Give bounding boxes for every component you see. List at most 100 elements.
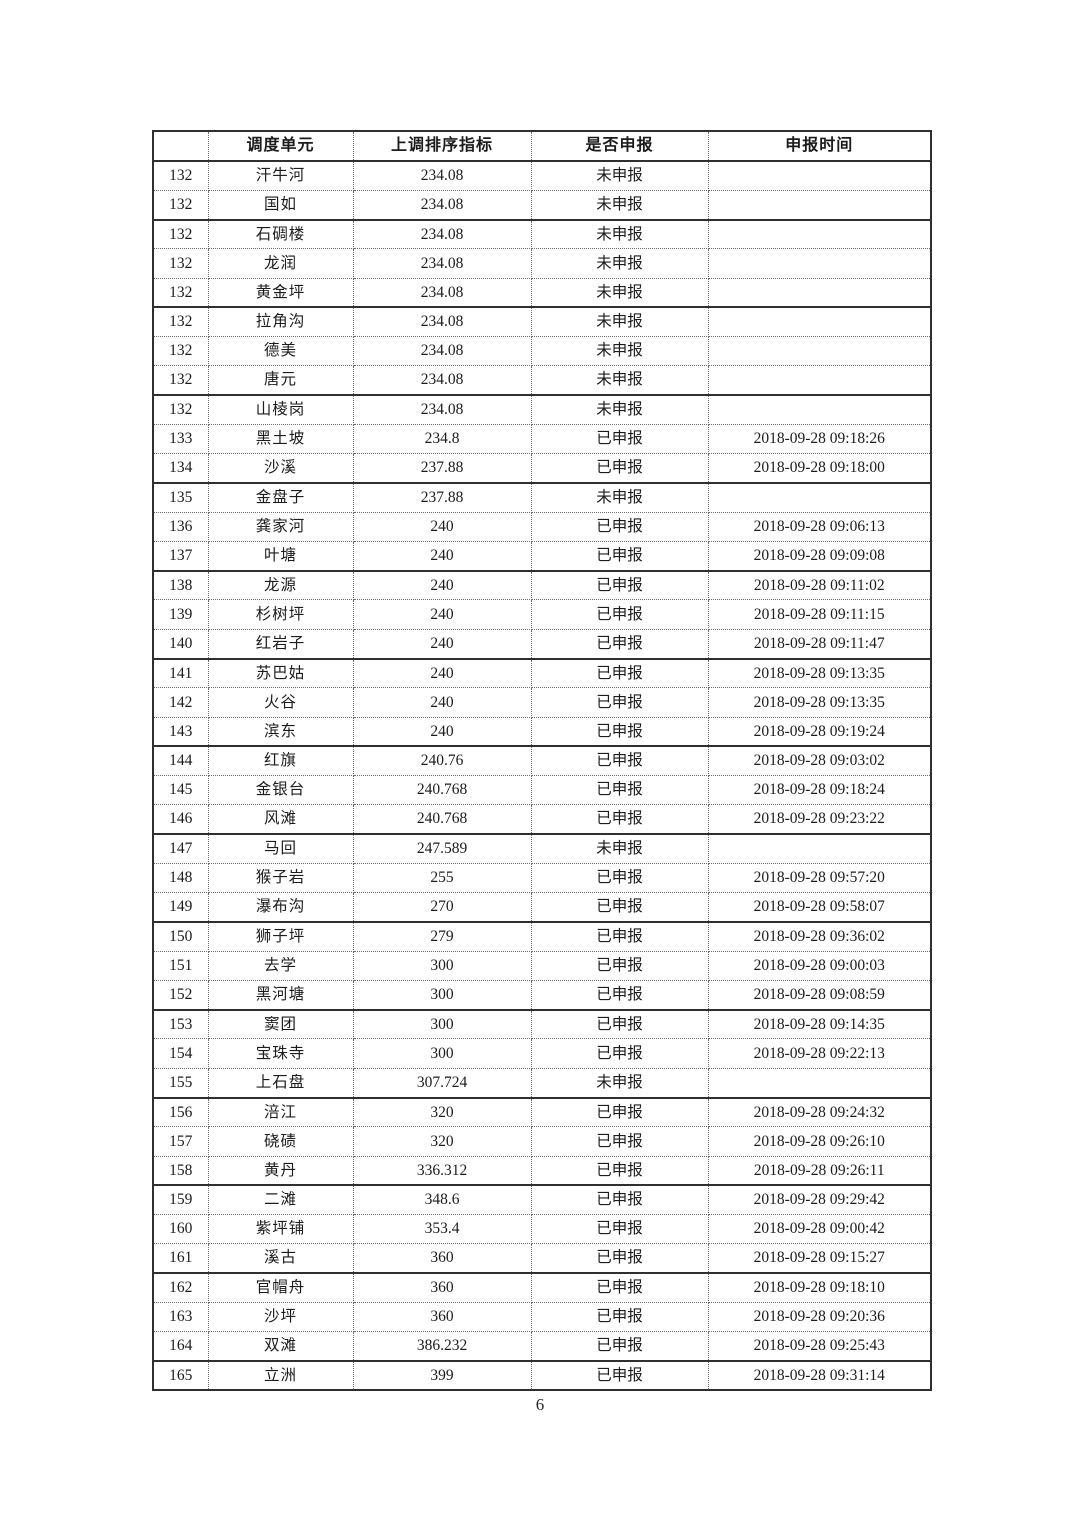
cell-indicator: 360 [352, 1301, 532, 1333]
cell-rank: 144 [152, 745, 209, 777]
cell-indicator: 240 [352, 511, 532, 542]
cell-time: 2018-09-28 09:26:11 [707, 1155, 932, 1186]
cell-rank: 142 [152, 687, 209, 718]
cell-time [707, 394, 932, 425]
cell-time: 2018-09-28 09:15:27 [707, 1243, 932, 1274]
cell-unit: 汗牛河 [207, 160, 354, 191]
cell-indicator: 240 [352, 569, 532, 601]
cell-rank: 140 [152, 628, 209, 660]
cell-time: 2018-09-28 09:25:43 [707, 1331, 932, 1362]
table-row: 153 窦团 300 已申报 2018-09-28 09:14:35 [152, 1008, 932, 1040]
cell-time: 2018-09-28 09:20:36 [707, 1301, 932, 1333]
table-row: 139 杉树坪 240 已申报 2018-09-28 09:11:15 [152, 599, 932, 630]
cell-time: 2018-09-28 09:03:02 [707, 745, 932, 777]
cell-indicator: 240 [352, 599, 532, 630]
cell-declared: 已申报 [530, 599, 709, 630]
cell-declared: 已申报 [530, 511, 709, 542]
cell-rank: 132 [152, 189, 209, 221]
cell-unit: 立洲 [207, 1359, 354, 1391]
table-body: 132 汗牛河 234.08 未申报 132 国如 234.08 未申报 132 石碉楼 234.0… [152, 160, 932, 1391]
column-header-declared: 是否申报 [530, 130, 709, 162]
cell-time [707, 365, 932, 396]
table-row: 140 红岩子 240 已申报 2018-09-28 09:11:47 [152, 628, 932, 660]
cell-time: 2018-09-28 09:29:42 [707, 1184, 932, 1216]
cell-indicator: 237.88 [352, 453, 532, 484]
table-row: 133 黑土坡 234.8 已申报 2018-09-28 09:18:26 [152, 423, 932, 455]
cell-declared: 未申报 [530, 481, 709, 513]
cell-declared: 已申报 [530, 1272, 709, 1303]
cell-declared: 已申报 [530, 950, 709, 981]
cell-rank: 165 [152, 1359, 209, 1391]
cell-unit: 宝珠寺 [207, 1038, 354, 1069]
cell-time: 2018-09-28 09:11:47 [707, 628, 932, 660]
cell-declared: 已申报 [530, 423, 709, 455]
cell-rank: 132 [152, 365, 209, 396]
cell-indicator: 399 [352, 1359, 532, 1391]
table-row: 132 黄金坪 234.08 未申报 [152, 277, 932, 308]
page-number: 6 [535, 1395, 545, 1414]
cell-unit: 溪古 [207, 1243, 354, 1274]
cell-unit: 马回 [207, 833, 354, 864]
table-row: 134 沙溪 237.88 已申报 2018-09-28 09:18:00 [152, 453, 932, 484]
cell-unit: 沙坪 [207, 1301, 354, 1333]
cell-indicator: 240 [352, 628, 532, 660]
cell-indicator: 353.4 [352, 1214, 532, 1245]
table-header-row: 调度单元 上调排序指标 是否申报 申报时间 [152, 130, 932, 162]
cell-indicator: 240.768 [352, 804, 532, 835]
cell-time: 2018-09-28 09:11:15 [707, 599, 932, 630]
cell-unit: 杉树坪 [207, 599, 354, 630]
dispatch-units-table: 调度单元 上调排序指标 是否申报 申报时间 132 汗牛河 234.08 未申报 132 国如 2… [152, 130, 932, 1392]
cell-time: 2018-09-28 09:31:14 [707, 1359, 932, 1391]
cell-unit: 叶塘 [207, 540, 354, 572]
table-row: 132 汗牛河 234.08 未申报 [152, 160, 932, 191]
cell-declared: 未申报 [530, 394, 709, 425]
table-row: 162 官帽舟 360 已申报 2018-09-28 09:18:10 [152, 1272, 932, 1303]
cell-indicator: 240.768 [352, 775, 532, 806]
cell-unit: 黄丹 [207, 1155, 354, 1186]
cell-indicator: 234.08 [352, 218, 532, 250]
table-row: 158 黄丹 336.312 已申报 2018-09-28 09:26:11 [152, 1155, 932, 1186]
cell-rank: 133 [152, 423, 209, 455]
cell-time [707, 481, 932, 513]
cell-time [707, 160, 932, 191]
cell-declared: 已申报 [530, 569, 709, 601]
cell-indicator: 307.724 [352, 1067, 532, 1099]
cell-indicator: 348.6 [352, 1184, 532, 1216]
cell-indicator: 234.08 [352, 306, 532, 338]
cell-rank: 141 [152, 657, 209, 689]
cell-declared: 已申报 [530, 775, 709, 806]
cell-declared: 未申报 [530, 189, 709, 221]
cell-declared: 未申报 [530, 336, 709, 367]
table-row: 152 黑河塘 300 已申报 2018-09-28 09:08:59 [152, 979, 932, 1011]
cell-unit: 狮子坪 [207, 920, 354, 952]
cell-unit: 瀑布沟 [207, 892, 354, 923]
table-row: 146 风滩 240.768 已申报 2018-09-28 09:23:22 [152, 804, 932, 835]
cell-indicator: 234.08 [352, 336, 532, 367]
cell-indicator: 234.08 [352, 189, 532, 221]
cell-rank: 145 [152, 775, 209, 806]
cell-indicator: 234.8 [352, 423, 532, 455]
cell-declared: 已申报 [530, 540, 709, 572]
cell-rank: 154 [152, 1038, 209, 1069]
table-row: 149 瀑布沟 270 已申报 2018-09-28 09:58:07 [152, 892, 932, 923]
cell-declared: 未申报 [530, 218, 709, 250]
table-row: 132 唐元 234.08 未申报 [152, 365, 932, 396]
cell-unit: 红旗 [207, 745, 354, 777]
cell-rank: 156 [152, 1096, 209, 1128]
cell-declared: 未申报 [530, 1067, 709, 1099]
cell-rank: 132 [152, 248, 209, 279]
cell-declared: 未申报 [530, 277, 709, 308]
cell-time [707, 1067, 932, 1099]
table-row: 142 火谷 240 已申报 2018-09-28 09:13:35 [152, 687, 932, 718]
cell-unit: 窦团 [207, 1008, 354, 1040]
cell-rank: 157 [152, 1126, 209, 1157]
cell-declared: 已申报 [530, 1184, 709, 1216]
table-row: 163 沙坪 360 已申报 2018-09-28 09:20:36 [152, 1301, 932, 1333]
cell-time: 2018-09-28 09:11:02 [707, 569, 932, 601]
cell-indicator: 279 [352, 920, 532, 952]
cell-indicator: 320 [352, 1096, 532, 1128]
cell-declared: 已申报 [530, 1096, 709, 1128]
cell-indicator: 386.232 [352, 1331, 532, 1362]
cell-declared: 已申报 [530, 628, 709, 660]
cell-rank: 132 [152, 306, 209, 338]
